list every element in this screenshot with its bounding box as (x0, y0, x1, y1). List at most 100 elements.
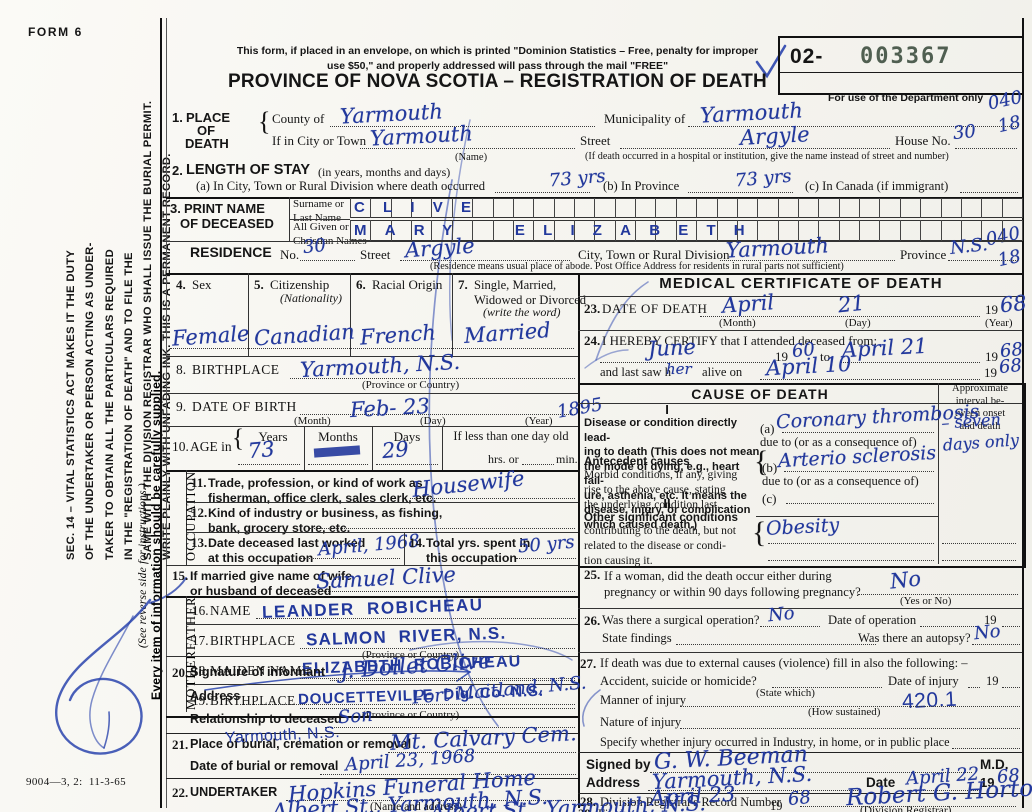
date-of-death-day-value: 21 (836, 290, 866, 318)
printer-code: 9004—3, 2: 11-3-65 (26, 776, 127, 788)
date-of-death-month-value: April (721, 290, 775, 318)
mother-name-label: MAIDEN NAME (210, 663, 311, 678)
informant-signature-label: Signature of informant (190, 665, 326, 679)
mother-name-item-no: 18. (192, 663, 209, 678)
date-of-death-year-prefix: 19 (985, 302, 998, 317)
date-of-death-label: DATE OF DEATH (602, 301, 708, 316)
street-value: Argyle (739, 122, 811, 150)
residence-street-label: Street (360, 247, 391, 262)
other-conditions-value: Obesity (765, 514, 840, 540)
last-saw-suffix: alive on (702, 365, 743, 379)
cause-b-marker: (b) (762, 460, 778, 475)
q28-label: Division Registrar's Record Number (600, 795, 781, 809)
antecedent-heading: Antecedent causes (584, 455, 690, 468)
surname-label: Surname or Last Name (293, 198, 345, 224)
q27-code-value: 420.1 (901, 687, 958, 714)
cause-of-death-heading: CAUSE OF DEATH (691, 386, 829, 402)
q29-year-value: 68 (786, 786, 812, 811)
q26-value: No (766, 602, 796, 627)
q27-nature-label: Nature of injury (600, 715, 682, 729)
q26-findings-label: State findings (602, 631, 672, 645)
q25-value: No (888, 566, 923, 594)
cause-a-interval: – seven days only (940, 409, 1020, 455)
father-birthplace-item-no: 17. (192, 633, 209, 648)
interval-heading: Approximate interval be- tween onset and… (952, 383, 1008, 432)
given-names-value: MARY ELIZABETH (354, 222, 763, 239)
q26-year-prefix: 19 (984, 613, 997, 627)
place-brace: { (258, 107, 271, 136)
signature-address-label: Address (586, 775, 641, 790)
registration-number-box (778, 36, 1024, 95)
city-town-value: Yarmouth (369, 121, 474, 151)
house-no-label: House No. (895, 133, 951, 148)
signature-date-label: Date (866, 775, 896, 790)
q26-autopsy-value: No (972, 620, 1002, 645)
citizenship-sub: (Nationality) (280, 291, 342, 305)
dob-day-hint: (Day) (420, 415, 446, 427)
citizenship-item-no: 5. (254, 277, 264, 292)
last-worked-item-no: 13. (191, 535, 208, 550)
md-label: M.D. (980, 757, 1009, 772)
racial-origin-value: French (359, 320, 437, 350)
informant-item-no: 20. (172, 665, 189, 680)
q27-year-prefix: 19 (986, 674, 999, 688)
dob-value: Feb- 23 (349, 393, 431, 423)
street-label: Street (580, 133, 611, 148)
undertaker-label: UNDERTAKER (190, 785, 278, 799)
deceased-label-2: OF DECEASED (180, 216, 274, 231)
last-saw-value: April 10 (765, 351, 853, 381)
city-town-label: If in City or Town (272, 133, 367, 148)
cause-a-due-to: due to (or as a consequence of) (760, 435, 917, 449)
q26-date-label: Date of operation (828, 613, 917, 627)
residence-city-value: Yarmouth (725, 233, 830, 263)
part-I-text: Disease or condition directly lead- ing … (584, 417, 760, 531)
registration-prefix: 02- (790, 45, 824, 68)
cause-c-marker: (c) (762, 491, 777, 506)
cause-b-due-to: due to (or as a consequence of) (762, 474, 919, 488)
length-of-stay-suffix: (in years, months and days) (318, 165, 451, 179)
q26-autopsy-label: Was there an autopsy? (858, 631, 971, 645)
name-hint: (Name) (455, 152, 488, 163)
undertaker-item-no: 22. (172, 785, 189, 800)
margin-code-2: 18 (995, 111, 1023, 138)
residence-city-label: City, Town or Rural Division (578, 247, 730, 262)
last-worked-label: Date deceased last worked at this occupa… (208, 536, 366, 566)
date-of-death-year-value: 68 (998, 290, 1028, 318)
dob-label: DATE OF BIRTH (192, 399, 297, 414)
date-of-death-item-no: 23. (584, 301, 601, 316)
part-I-numeral: I (665, 402, 669, 417)
father-name-label: NAME (210, 603, 251, 618)
given-names-label: All Given or Christian Names (293, 221, 367, 247)
burial-place-label: Place of burial, cremation or removal (190, 737, 412, 751)
father-birthplace-hint: (Province or Country) (362, 649, 460, 661)
part-II-brace: { (752, 516, 767, 549)
q26-label: Was there a surgical operation? (602, 613, 760, 627)
dob-month-hint: (Month) (294, 415, 331, 427)
deceased-item-no: 3. (170, 201, 181, 216)
last-saw-label: and last saw h (600, 365, 671, 379)
cause-of-death-box (578, 383, 1026, 568)
hospital-hint: (If death occurred in a hospital or inst… (585, 151, 949, 162)
place-of-death-item-no: 1. (172, 110, 183, 125)
mother-birthplace-item-no: 19. (192, 693, 209, 708)
frame-right-rule (1022, 18, 1024, 808)
q27-asb-label: Accident, suicide or homicide? (600, 674, 757, 688)
medical-certificate-heading: MEDICAL CERTIFICATE OF DEATH (659, 275, 943, 292)
q28-item-no: 28. (580, 795, 596, 809)
place-of-death-label-2: OF (197, 123, 216, 138)
total-years-value: 50 yrs (517, 531, 576, 558)
last-saw-pronoun: her (666, 360, 692, 378)
residence-province-value: N.S. (948, 234, 989, 259)
father-name-item-no: 16. (192, 603, 209, 618)
residence-province-label: Province (900, 247, 947, 262)
q27-asb-hint: (State which) (756, 687, 815, 699)
dob-item-no: 9. (176, 399, 187, 414)
length-of-stay-item-no: 2. (172, 163, 183, 178)
given-names-letter-grid (350, 220, 1023, 241)
registrar-signature-hint: (Division Registrar) (860, 805, 952, 812)
informant-relationship-value: Son (337, 704, 374, 729)
age-brace: { (232, 425, 244, 452)
age-days-value: 29 (380, 436, 410, 464)
trade-label: Trade, profession, or kind of work as fi… (208, 476, 437, 506)
